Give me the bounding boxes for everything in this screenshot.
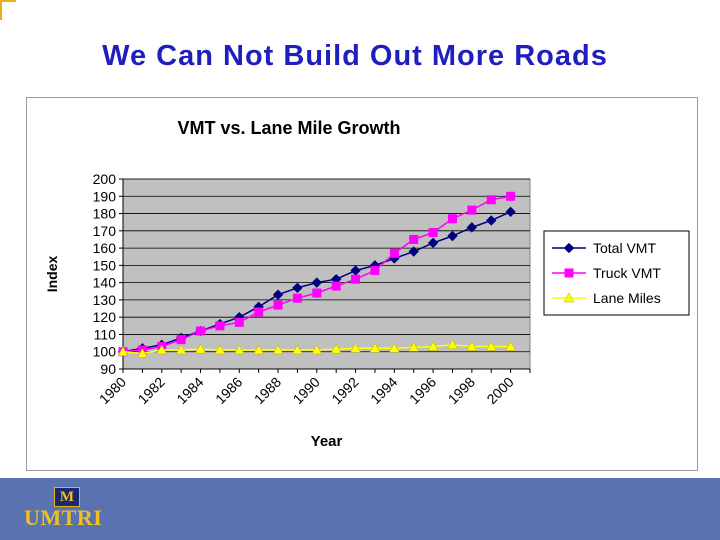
data-point-lane-miles [292, 344, 303, 355]
data-point-lane-miles [447, 339, 458, 350]
data-point-total-vmt [466, 222, 478, 233]
data-point-truck-vmt [389, 248, 399, 258]
y-tick-label: 130 [93, 292, 117, 308]
data-point-total-vmt [311, 277, 323, 288]
x-tick-label: 1998 [445, 374, 478, 407]
data-point-lane-miles [330, 343, 342, 354]
x-tick-label: 1996 [406, 374, 439, 407]
y-axis-label: Index [44, 256, 60, 293]
x-tick-label: 2000 [483, 374, 516, 407]
series-group [117, 191, 517, 358]
x-tick-label: 1984 [173, 374, 206, 407]
data-point-truck-vmt [467, 205, 477, 215]
data-point-total-vmt [427, 237, 439, 249]
data-point-truck-vmt [409, 234, 419, 244]
vmt-lane-mile-chart: VMT vs. Lane Mile Growth 901001101201301… [44, 118, 690, 450]
data-point-lane-miles [272, 344, 284, 355]
y-tick-label: 160 [93, 240, 117, 256]
x-tick-label: 1990 [290, 374, 323, 407]
data-point-truck-vmt [370, 266, 380, 276]
y-tick-label: 110 [94, 326, 117, 342]
y-tick-label: 150 [93, 257, 117, 273]
data-point-total-vmt [408, 246, 419, 257]
x-tick-label: 1988 [251, 374, 284, 407]
umtri-logo-text: UMTRI [24, 505, 103, 530]
data-point-lane-miles [117, 346, 129, 356]
data-point-lane-miles [175, 344, 187, 355]
legend-label-truck-vmt: Truck VMT [593, 265, 661, 281]
logo-mark-letter: M [59, 489, 75, 505]
y-tick-label: 180 [93, 206, 117, 222]
data-point-lane-miles [388, 342, 400, 353]
legend: Total VMT Truck VMT Lane Miles [543, 230, 690, 316]
footer-bar [0, 478, 720, 540]
y-tick-label: 190 [93, 188, 117, 204]
y-tick-label: 90 [100, 361, 116, 377]
legend-marker-lane-miles [563, 292, 575, 303]
legend-marker-total-vmt [563, 242, 575, 254]
legend-label-total-vmt: Total VMT [593, 240, 656, 256]
data-point-lane-miles [427, 341, 439, 351]
legend-label-lane-miles: Lane Miles [593, 290, 661, 306]
data-point-lane-miles [466, 341, 478, 351]
data-point-lane-miles [195, 343, 206, 354]
x-axis-label: Year [311, 433, 343, 450]
chart-title: VMT vs. Lane Mile Growth [177, 118, 400, 138]
data-point-truck-vmt [176, 335, 186, 345]
data-point-truck-vmt [331, 281, 341, 291]
x-tick-label: 1992 [328, 374, 361, 407]
data-point-lane-miles [408, 341, 420, 352]
data-point-lane-miles [311, 344, 323, 355]
corner-accent [0, 0, 16, 20]
plot-area [122, 178, 531, 370]
x-tick-label: 1980 [96, 374, 129, 407]
data-point-truck-vmt [486, 195, 496, 205]
x-tick-label: 1994 [367, 374, 400, 407]
data-point-lane-miles [233, 344, 245, 355]
data-point-lane-miles [350, 342, 361, 353]
y-tick-label: 140 [93, 275, 117, 291]
chart-frame: VMT vs. Lane Mile Growth 90 100 110 120 130 1… [26, 97, 698, 471]
data-point-truck-vmt [428, 228, 438, 238]
data-point-truck-vmt [312, 288, 322, 298]
data-point-total-vmt [505, 206, 516, 218]
data-point-truck-vmt [447, 214, 457, 224]
data-point-total-vmt [486, 215, 497, 226]
x-tick-label: 1986 [212, 374, 245, 407]
data-point-lane-miles [253, 344, 265, 355]
data-point-truck-vmt [292, 293, 302, 303]
data-point-truck-vmt [506, 191, 516, 201]
data-point-lane-miles [485, 341, 497, 351]
x-tick-label: 1982 [135, 374, 168, 407]
data-point-lane-miles [214, 344, 226, 355]
y-tick-label: 100 [93, 344, 117, 360]
data-point-truck-vmt [254, 307, 264, 317]
data-point-lane-miles [369, 342, 381, 353]
data-point-truck-vmt [273, 300, 283, 310]
data-point-truck-vmt [351, 274, 361, 284]
block-m-logo: M [54, 487, 80, 507]
data-point-truck-vmt [196, 326, 206, 336]
data-point-lane-miles [136, 347, 148, 358]
data-point-lane-miles [156, 344, 168, 355]
data-point-total-vmt [447, 230, 458, 242]
y-tick-label: 200 [93, 171, 117, 187]
data-point-truck-vmt [215, 321, 225, 331]
y-tick-label: 170 [93, 223, 117, 239]
data-point-truck-vmt [234, 317, 244, 327]
legend-marker-truck-vmt [564, 268, 574, 278]
data-point-total-vmt [292, 282, 303, 294]
data-point-total-vmt [272, 289, 284, 300]
y-tick-label: 120 [93, 309, 117, 325]
x-axis-ticks: 1980 1982 1984 1986 1988 1990 1992 1994 1996 1998… [96, 369, 531, 407]
data-point-lane-miles [505, 341, 517, 351]
slide-title: We Can Not Build Out More Roads [102, 40, 608, 72]
